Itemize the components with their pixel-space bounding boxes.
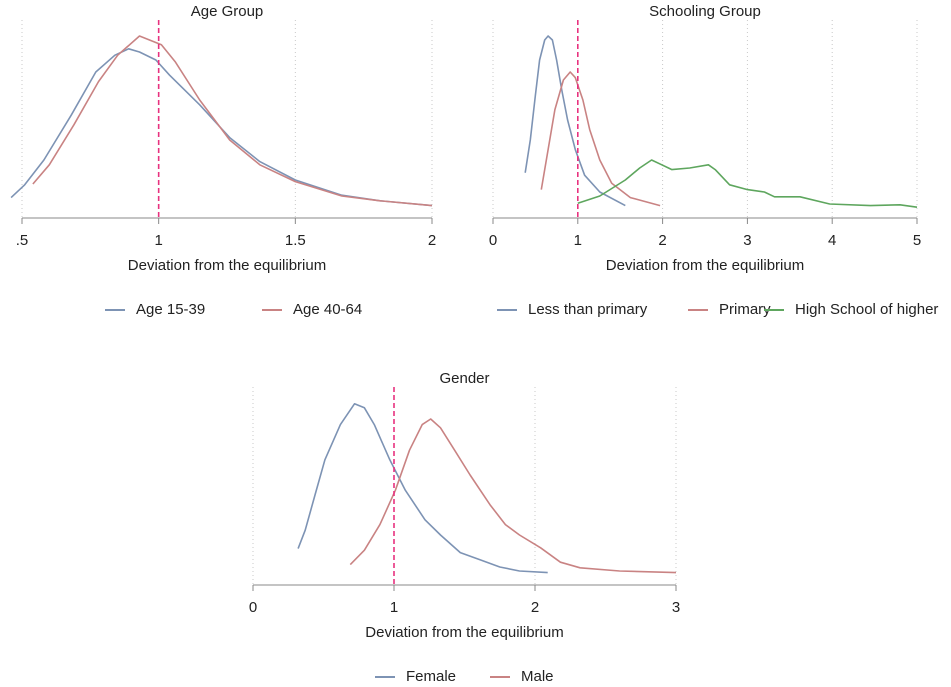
x-tick-label: .5 — [16, 232, 29, 249]
legend-label: Male — [521, 668, 554, 685]
chart-title: Schooling Group — [649, 3, 761, 20]
chart-title: Age Group — [191, 3, 264, 20]
legend-label: Age 15-39 — [136, 301, 205, 318]
density-line — [297, 403, 548, 574]
x-tick-label: 0 — [489, 232, 497, 249]
x-tick-label: 2 — [531, 599, 539, 616]
legend-label: Age 40-64 — [293, 301, 362, 318]
x-tick-label: 1 — [390, 599, 398, 616]
density-line — [349, 418, 677, 574]
chart-title: Gender — [439, 370, 489, 387]
legend-label: Less than primary — [528, 301, 648, 318]
x-tick-label: 4 — [828, 232, 836, 249]
x-tick-label: 5 — [913, 232, 921, 249]
legend-label: Female — [406, 668, 456, 685]
density-line — [32, 35, 433, 207]
density-line — [540, 71, 661, 207]
density-line — [10, 48, 433, 207]
x-tick-label: 3 — [743, 232, 751, 249]
x-tick-label: 2 — [658, 232, 666, 249]
x-tick-label: 1 — [574, 232, 582, 249]
x-tick-label: 3 — [672, 599, 680, 616]
x-axis-label: Deviation from the equilibrium — [128, 257, 326, 274]
x-axis-label: Deviation from the equilibrium — [606, 257, 804, 274]
legend-label: High School of higher — [795, 301, 938, 318]
x-tick-label: 0 — [249, 599, 257, 616]
x-axis-label: Deviation from the equilibrium — [365, 624, 563, 641]
legend-label: Primary — [719, 301, 771, 318]
density-line — [524, 35, 626, 207]
x-tick-label: 1 — [154, 232, 162, 249]
x-tick-label: 2 — [428, 232, 436, 249]
density-line — [577, 159, 918, 208]
x-tick-label: 1.5 — [285, 232, 306, 249]
